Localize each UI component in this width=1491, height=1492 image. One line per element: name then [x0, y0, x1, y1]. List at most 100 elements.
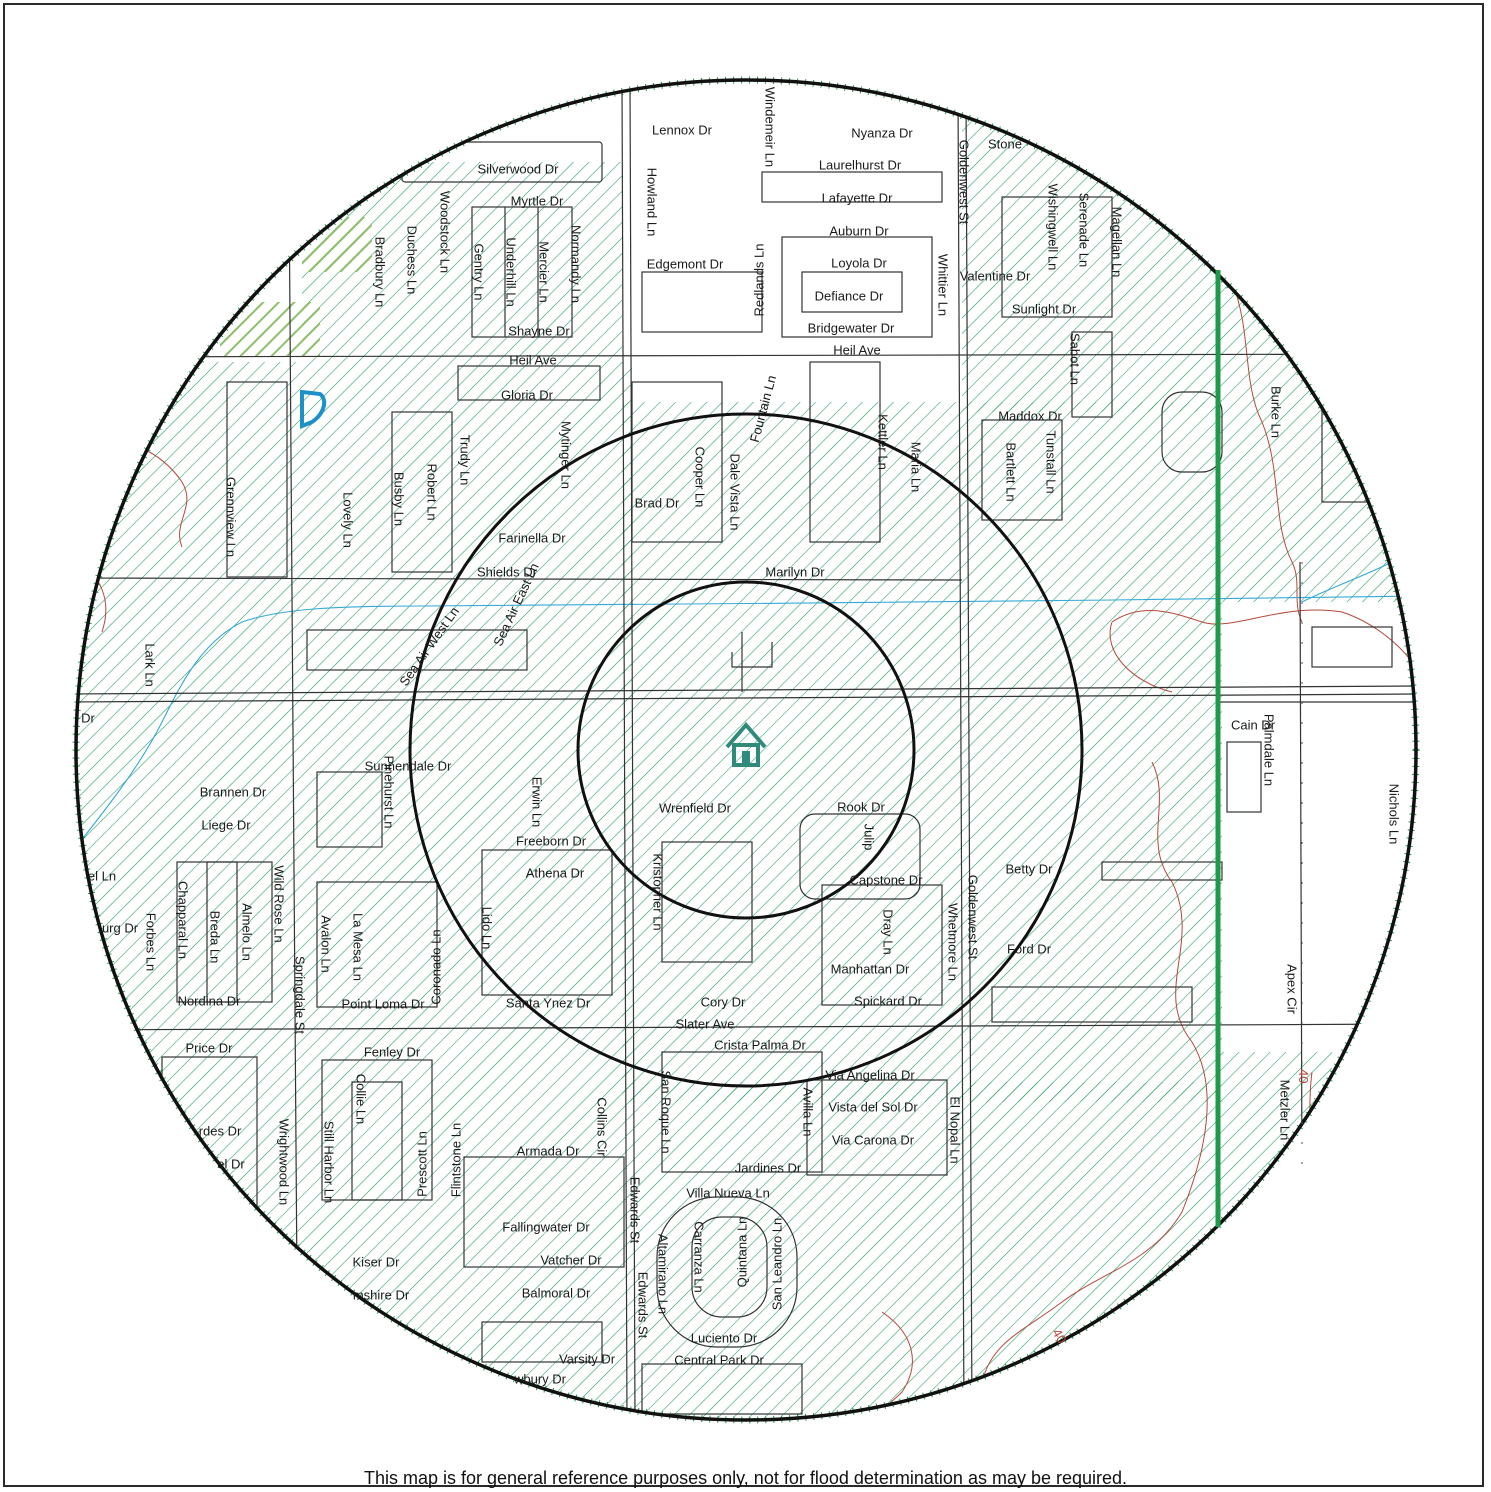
street-label: Wild Rose Ln — [272, 865, 287, 942]
street-label: Silverwood Dr — [478, 161, 560, 176]
street-label: mshire Dr — [353, 1287, 410, 1302]
street-label: Duchess Ln — [405, 226, 420, 295]
street-label: Howland Ln — [645, 168, 660, 237]
street-label: Altamirano Ln — [656, 1234, 671, 1314]
street-label: Goldenwest St — [957, 140, 972, 225]
street-label: Robert Ln — [425, 463, 440, 520]
street-label: Villa Nueva Ln — [686, 1185, 770, 1200]
street-label: Underhill Ln — [504, 237, 519, 306]
contour-label: 40 — [1049, 1326, 1069, 1346]
street-label: Lennox Dr — [652, 122, 713, 137]
street-label: Kristopher Ln — [651, 853, 666, 930]
street-label: Normandy Ln — [569, 225, 584, 303]
street-label: Avilla Ln — [801, 1088, 816, 1137]
street-label: Laurelhurst Dr — [819, 157, 902, 172]
street-label: Wrenfield Dr — [659, 800, 732, 815]
street-label: Busby Ln — [392, 472, 407, 526]
street-label: Lafayette Dr — [822, 190, 893, 205]
street-label: Bridgewater Dr — [808, 320, 895, 335]
house-icon[interactable] — [725, 721, 767, 767]
street-label: Brad Dr — [635, 495, 680, 510]
street-label: Myrtle Dr — [511, 193, 564, 208]
street-label: Fenley Dr — [364, 1044, 421, 1059]
street-label: Collins Cir — [595, 1097, 610, 1157]
street-label: Nichols Ln — [1387, 784, 1402, 845]
street-label: Kettler Ln — [876, 414, 891, 470]
street-label: Betty Dr — [1006, 861, 1054, 876]
street-label: Freeborn Dr — [516, 833, 587, 848]
street-label: Erwin Ln — [530, 777, 545, 828]
disclaimer-text: This map is for general reference purpos… — [363, 1468, 1128, 1488]
street-label: Edwards St — [628, 1177, 643, 1244]
street-label: Defiance Dr — [815, 288, 884, 303]
street-label: Wishingwell Ln — [1046, 184, 1061, 271]
contour-labels: 40 40 — [1049, 1069, 1311, 1346]
street-label: Cain Dr — [1231, 717, 1276, 732]
street-label: Capstone Dr — [850, 872, 924, 887]
street-label: Whetmore Ln — [946, 903, 961, 981]
street-label: Tunstall Ln — [1044, 430, 1059, 493]
street-label: Crista Palma Dr — [714, 1037, 806, 1052]
street-label: Coronado Ln — [428, 929, 443, 1004]
street-label: La Mesa Ln — [351, 913, 366, 981]
street-label: San Leandro Ln — [769, 1218, 784, 1311]
street-label: Whittier Ln — [936, 254, 951, 316]
street-label: Chapparal Ln — [176, 881, 191, 959]
street-label: Brannen Dr — [200, 784, 267, 799]
street-label: Vatcher Dr — [540, 1252, 602, 1267]
street-label: Nordina Dr — [178, 993, 242, 1008]
street-label: Edwards St — [636, 1272, 651, 1339]
street-label: Heil Ave — [833, 342, 880, 357]
contour-label: 40 — [1296, 1069, 1311, 1083]
street-label: Auburn Dr — [829, 223, 889, 238]
street-label: Vista del Sol Dr — [828, 1099, 918, 1114]
street-label: rdes Dr — [199, 1123, 242, 1138]
street-label: Lark Ln — [143, 643, 158, 686]
street-label: El Nopal Ln — [948, 1096, 963, 1163]
street-label: Spickard Dr — [854, 993, 923, 1008]
road-network — [76, 81, 1416, 1420]
street-label: Dr — [81, 710, 95, 725]
street-label: Quintana Ln — [734, 1217, 749, 1288]
street-label: Gloria Dr — [501, 387, 554, 402]
street-label: Windemeir Ln — [763, 87, 778, 167]
street-label: Lido Ln — [480, 907, 495, 950]
street-label: Metzler Ln — [1278, 1080, 1293, 1141]
street-label: Woodstock Ln — [438, 191, 453, 273]
street-label: Varsity Dr — [559, 1351, 616, 1366]
street-label: Lovely Ln — [341, 492, 356, 548]
street-label: Central Park Dr — [674, 1352, 764, 1367]
street-label: Palmdale Ln — [1262, 714, 1277, 786]
street-label: Bartlett Ln — [1004, 442, 1019, 501]
street-label: Cooper Ln — [693, 447, 708, 508]
street-label: wbury Dr — [513, 1371, 567, 1386]
street-label: Mercier Ln — [537, 241, 552, 302]
street-label: San Roque Ln — [659, 1070, 674, 1153]
street-label: Forbes Ln — [144, 913, 159, 972]
map-extent-circle — [74, 78, 1418, 1422]
street-label: Kiser Dr — [353, 1254, 401, 1269]
street-label: Athena Dr — [526, 865, 585, 880]
street-label: Valentine Dr — [960, 268, 1031, 283]
street-label: Liege Dr — [201, 817, 251, 832]
street-label: Magellan Ln — [1110, 207, 1125, 278]
street-label: Avalon Ln — [319, 915, 334, 973]
street-label: Mytinger Ln — [559, 421, 574, 489]
street-label: Stone — [988, 136, 1022, 151]
street-label: Julip — [862, 824, 877, 851]
street-label: Armada Dr — [517, 1143, 581, 1158]
street-label: Slater Ave — [675, 1016, 734, 1031]
street-label: Point Loma Dr — [341, 996, 425, 1011]
street-label: Via Angelina Dr — [825, 1067, 915, 1082]
street-label: Price Dr — [186, 1040, 234, 1055]
street-label: Sunlight Dr — [1012, 301, 1077, 316]
street-label: Breda Ln — [208, 911, 223, 964]
buffer-ring-inner — [576, 580, 916, 920]
street-label: Balmoral Dr — [522, 1285, 591, 1300]
street-label: urg Dr — [102, 920, 139, 935]
flood-map[interactable]: Lennox Dr Nyanza Dr Stone Silverwood Dr Laur… — [5, 5, 1486, 1489]
street-label: Serenade Ln — [1077, 193, 1092, 267]
street-label: Shields Dr — [477, 564, 538, 579]
street-label: Dray Ln — [881, 909, 896, 955]
street-label: Gentry Ln — [472, 243, 487, 300]
